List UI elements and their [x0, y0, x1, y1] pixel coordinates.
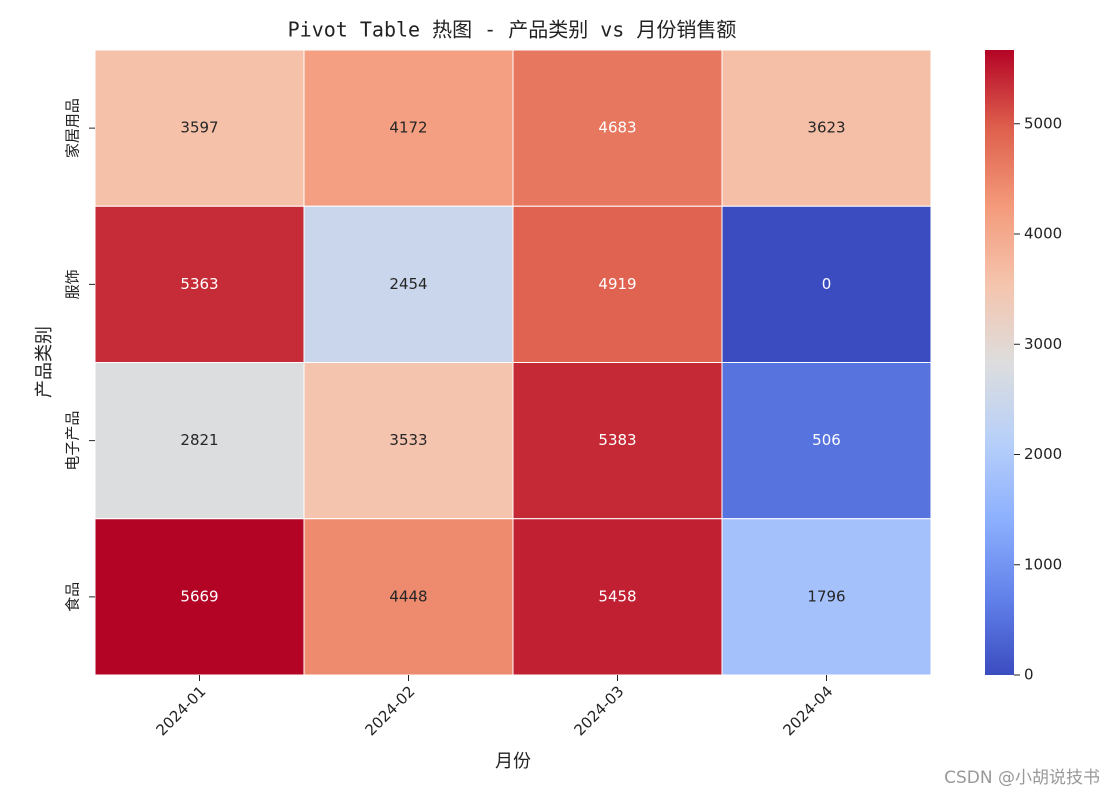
- heatmap-cell: [303, 362, 514, 520]
- x-tick-label: 2024-02: [361, 682, 418, 739]
- colorbar-tick-label: 4000: [1024, 225, 1062, 243]
- colorbar-tick-label: 0: [1024, 666, 1034, 684]
- y-tick-label: 食品: [64, 582, 82, 612]
- y-axis-label: 产品类别: [34, 326, 55, 398]
- heatmap-cell: [721, 362, 932, 520]
- colorbar-tick-label: 5000: [1024, 114, 1062, 132]
- x-tick-label: 2024-01: [152, 682, 209, 739]
- heatmap-cell: [94, 205, 305, 363]
- heatmap-cell: [721, 518, 932, 676]
- x-tick-label: 2024-03: [570, 682, 627, 739]
- y-tick-label: 服饰: [64, 269, 82, 299]
- cell-label: 2454: [389, 275, 427, 293]
- cell-label: 5383: [598, 431, 636, 449]
- y-tick-label: 家居用品: [64, 98, 82, 158]
- heatmap-cell: [512, 518, 723, 676]
- watermark: CSDN @小胡说技书: [944, 768, 1100, 788]
- cell-label: 5669: [180, 587, 218, 605]
- cell-label: 5458: [598, 587, 636, 605]
- cell-label: 4919: [598, 275, 636, 293]
- colorbar-tick-label: 2000: [1024, 445, 1062, 463]
- x-tick-label: 2024-04: [779, 682, 836, 739]
- colorbar-tick-label: 3000: [1024, 335, 1062, 353]
- x-axis-label: 月份: [495, 751, 531, 772]
- cell-label: 4448: [389, 587, 427, 605]
- heatmap-cell: [512, 205, 723, 363]
- y-tick-label: 电子产品: [64, 411, 82, 471]
- cell-label: 506: [812, 431, 841, 449]
- heatmap-cell: [721, 49, 932, 207]
- cell-label: 4172: [389, 119, 427, 137]
- colorbar: [985, 50, 1014, 675]
- cell-label: 3623: [807, 119, 845, 137]
- cell-label: 1796: [807, 587, 845, 605]
- heatmap-cell: [94, 518, 305, 676]
- heatmap-cell: [303, 205, 514, 363]
- cell-label: 0: [822, 275, 832, 293]
- heatmap-cell: [303, 49, 514, 207]
- cell-label: 5363: [180, 275, 218, 293]
- cell-label: 3597: [180, 119, 218, 137]
- heatmap-cell: [512, 49, 723, 207]
- heatmap-cell: [303, 518, 514, 676]
- cell-label: 4683: [598, 119, 636, 137]
- chart-title: Pivot Table 热图 - 产品类别 vs 月份销售额: [288, 18, 737, 42]
- heatmap-cell: [94, 49, 305, 207]
- cell-label: 3533: [389, 431, 427, 449]
- cell-label: 2821: [180, 431, 218, 449]
- heatmap-cell: [721, 205, 932, 363]
- colorbar-tick-label: 1000: [1024, 555, 1062, 573]
